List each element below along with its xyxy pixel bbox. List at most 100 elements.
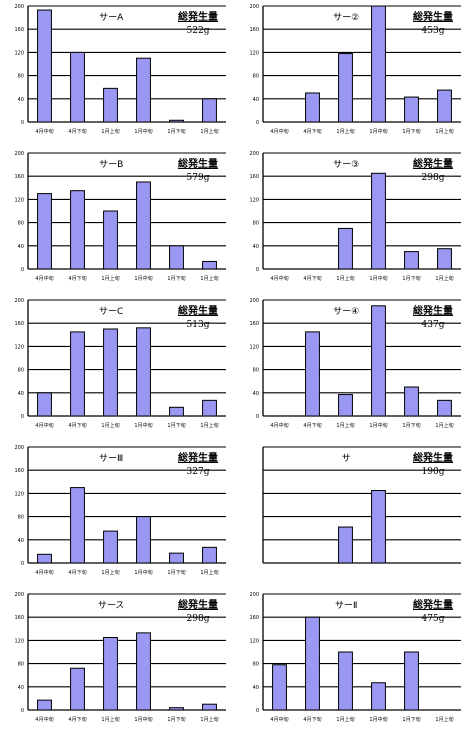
bar — [70, 667, 85, 711]
x-tick-label: 1月下旬 — [402, 422, 420, 429]
x-tick-label: 1月上旬 — [200, 275, 218, 282]
y-tick-label: 160 — [14, 468, 24, 474]
x-tick-label: 1月中旬 — [134, 422, 152, 429]
bar — [404, 96, 419, 123]
total-label: 総発生量 — [178, 451, 218, 464]
bar — [371, 682, 386, 711]
y-tick-label: 160 — [14, 615, 24, 621]
x-tick-label: 4月中旬 — [270, 422, 288, 429]
y-tick-label: 80 — [18, 74, 24, 80]
y-tick-label: 160 — [249, 615, 259, 621]
bar — [272, 664, 287, 711]
bar — [371, 172, 386, 270]
x-tick-label: 1月下旬 — [402, 716, 420, 723]
chart-panel: 200 160 120 80 40 0 4月中旬 4月下旬 1月上旬 1月中旬 1月下旬 1月上旬 サー… — [235, 294, 469, 441]
bar — [305, 331, 320, 417]
total-label: 総発生量 — [178, 10, 218, 23]
bar — [371, 5, 386, 123]
bar — [136, 516, 151, 564]
x-tick-label: 1月中旬 — [134, 275, 152, 282]
y-tick-label: 40 — [253, 685, 259, 691]
y-tick-label: 120 — [249, 638, 259, 644]
y-tick-label: 80 — [253, 368, 259, 374]
x-tick-label: 4月中旬 — [35, 422, 53, 429]
y-tick-label: 80 — [18, 368, 24, 374]
total-value: 579g — [187, 173, 210, 183]
y-tick-label: 40 — [253, 391, 259, 397]
bar — [437, 248, 452, 270]
total-value: 513g — [187, 320, 210, 330]
chart-title: サー③ — [333, 159, 359, 170]
bar-chart: サ 総発生量 190g — [262, 446, 461, 564]
chart-title: サーC — [99, 306, 123, 317]
total-value: 298g — [422, 173, 445, 183]
bar — [202, 703, 217, 711]
y-tick-label: 40 — [18, 538, 24, 544]
y-tick-label: 160 — [249, 174, 259, 180]
y-tick-label: 120 — [14, 197, 24, 203]
x-tick-label: 1月下旬 — [167, 275, 185, 282]
y-tick-label: 0 — [256, 120, 259, 126]
bar — [37, 699, 52, 711]
x-tick-label: 4月中旬 — [35, 716, 53, 723]
x-tick-label: 1月上旬 — [200, 422, 218, 429]
y-tick-label: 0 — [256, 414, 259, 420]
chart-panel: 200 160 120 80 40 0 4月中旬 4月下旬 1月上旬 1月中旬 1月下旬 1月上旬 サー… — [235, 588, 469, 735]
y-tick-label: 120 — [249, 197, 259, 203]
bar — [103, 328, 118, 417]
chart-title: サー② — [333, 12, 359, 23]
bar-chart: 200 160 120 80 40 0 4月中旬 4月下旬 1月上旬 1月中旬 1月下旬 1月上旬 サー… — [14, 4, 226, 135]
x-tick-label: 1月上旬 — [200, 716, 218, 723]
y-tick-label: 200 — [14, 298, 24, 304]
y-tick-label: 0 — [256, 267, 259, 273]
bar — [404, 651, 419, 711]
y-tick-label: 40 — [253, 97, 259, 103]
total-value: 522g — [187, 26, 210, 36]
x-tick-label: 1月上旬 — [435, 716, 453, 723]
x-tick-label: 4月下旬 — [68, 422, 86, 429]
bar — [371, 490, 386, 564]
y-tick-label: 160 — [249, 321, 259, 327]
chart-panel: 200 160 120 80 40 0 4月中旬 4月下旬 1月上旬 1月中旬 1月下旬 1月上旬 サー… — [0, 0, 234, 147]
bar — [103, 87, 118, 123]
bar-chart: 200 160 120 80 40 0 4月中旬 4月下旬 1月上旬 1月中旬 1月下旬 1月上旬 サー… — [249, 592, 461, 723]
bar — [305, 616, 320, 711]
x-tick-label: 1月中旬 — [369, 716, 387, 723]
y-tick-label: 120 — [14, 491, 24, 497]
chart-title: サーⅢ — [99, 453, 123, 464]
x-tick-label: 1月上旬 — [336, 422, 354, 429]
x-tick-label: 4月下旬 — [303, 716, 321, 723]
chart-title: サーB — [99, 159, 123, 170]
chart-panel: 200 160 120 80 40 0 4月中旬 4月下旬 1月上旬 1月中旬 1月下旬 1月上旬 サー… — [0, 441, 234, 588]
y-tick-label: 160 — [14, 321, 24, 327]
bar — [338, 651, 353, 711]
bar-chart: 200 160 120 80 40 0 4月中旬 4月下旬 1月上旬 1月中旬 1月下旬 1月上旬 サー… — [249, 4, 461, 135]
y-tick-label: 200 — [14, 445, 24, 451]
chart-panel: サ 総発生量 190g — [235, 441, 469, 588]
bar — [136, 327, 151, 417]
x-tick-label: 4月下旬 — [68, 275, 86, 282]
bar — [169, 119, 184, 123]
bar — [338, 53, 353, 123]
bar — [404, 386, 419, 417]
chart-title: サーⅡ — [335, 600, 357, 611]
x-tick-label: 4月中旬 — [35, 128, 53, 135]
y-tick-label: 120 — [14, 50, 24, 56]
x-tick-label: 1月上旬 — [101, 569, 119, 576]
x-tick-label: 4月下旬 — [303, 275, 321, 282]
y-tick-label: 80 — [18, 662, 24, 668]
bar — [37, 553, 52, 564]
x-tick-label: 1月下旬 — [402, 128, 420, 135]
total-label: 総発生量 — [178, 157, 218, 170]
y-tick-label: 0 — [256, 708, 259, 714]
x-tick-label: 1月上旬 — [336, 275, 354, 282]
x-tick-label: 1月中旬 — [134, 128, 152, 135]
x-tick-label: 1月下旬 — [167, 422, 185, 429]
x-tick-label: 1月中旬 — [369, 422, 387, 429]
x-tick-label: 1月上旬 — [200, 569, 218, 576]
bar — [404, 251, 419, 270]
bar — [169, 245, 184, 270]
bar — [202, 260, 217, 270]
x-tick-label: 1月中旬 — [369, 275, 387, 282]
x-tick-label: 4月中旬 — [35, 275, 53, 282]
